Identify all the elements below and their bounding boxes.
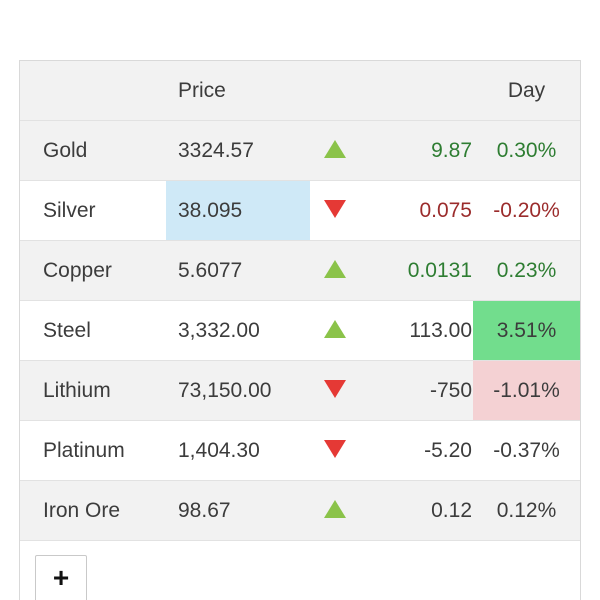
up-arrow-icon [310,481,360,540]
commodity-price: 38.095 [166,181,310,240]
price-change: -5.20 [424,439,472,462]
day-percent-change: -0.37% [493,439,560,462]
commodity-name: Iron Ore [43,499,121,522]
commodity-price: 3,332.00 [178,319,260,342]
add-row-button[interactable]: + [35,555,87,600]
price-column-header: Price [178,79,226,102]
day-percent-change: -1.01% [473,361,580,420]
commodity-price: 5.6077 [178,259,243,282]
day-column-header: Day [507,79,546,102]
price-change: 113.00 [409,319,472,342]
price-change: 0.0131 [407,259,472,282]
commodity-name: Platinum [43,439,125,462]
price-change: 9.87 [431,139,472,162]
up-arrow-icon [310,301,360,360]
commodity-price: 73,150.00 [178,379,272,402]
commodity-name: Silver [43,199,96,222]
table-row[interactable]: Steel 3,332.00 113.00 3.51% [20,301,580,361]
up-arrow-icon [310,241,360,300]
commodity-name: Gold [43,139,88,162]
price-change: 0.12 [431,499,472,522]
day-percent-change: 3.51% [473,301,580,360]
up-arrow-icon [310,121,360,180]
table-row[interactable]: Lithium 73,150.00 -750 -1.01% [20,361,580,421]
down-arrow-icon [310,361,360,420]
price-change: -750 [429,379,472,402]
commodity-price: 3324.57 [178,139,254,162]
table-row[interactable]: Copper 5.6077 0.0131 0.23% [20,241,580,301]
commodities-table: Price Day Gold 3324.57 9.87 0.30% Silver… [19,60,581,600]
down-arrow-icon [310,421,360,480]
day-percent-change: 0.12% [496,499,557,522]
day-percent-change: -0.20% [493,199,560,222]
price-change: 0.075 [419,199,472,222]
commodity-name: Copper [43,259,112,282]
table-header: Price Day [20,61,580,121]
down-arrow-icon [310,181,360,240]
table-row[interactable]: Silver 38.095 0.075 -0.20% [20,181,580,241]
table-row[interactable]: Platinum 1,404.30 -5.20 -0.37% [20,421,580,481]
commodity-name: Steel [43,319,91,342]
commodity-price: 1,404.30 [178,439,260,462]
commodity-name: Lithium [43,379,111,402]
day-percent-change: 0.30% [496,139,557,162]
commodity-price: 98.67 [178,499,231,522]
table-row[interactable]: Gold 3324.57 9.87 0.30% [20,121,580,181]
day-percent-change: 0.23% [496,259,557,282]
table-row[interactable]: Iron Ore 98.67 0.12 0.12% [20,481,580,541]
